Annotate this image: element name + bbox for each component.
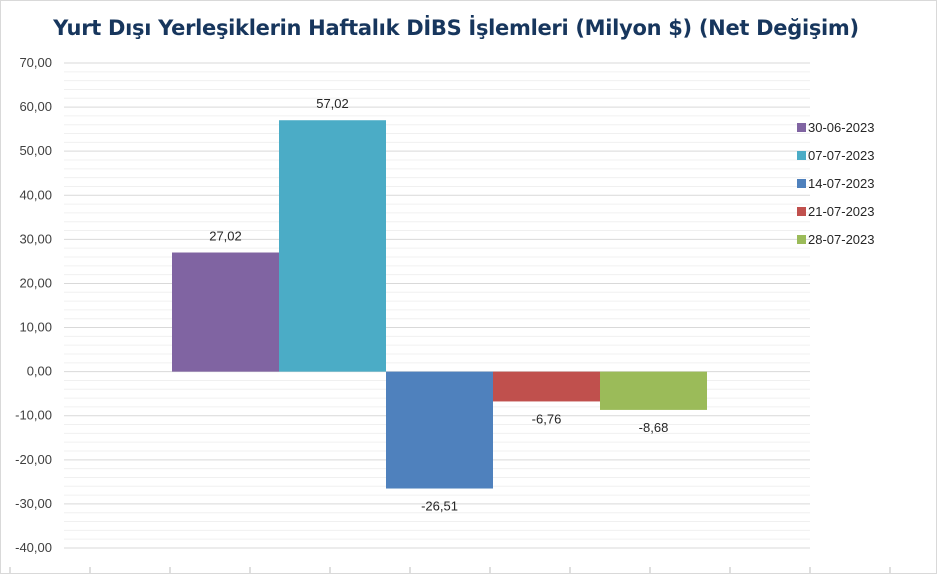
legend-swatch: [797, 207, 806, 216]
legend-label: 21-07-2023: [808, 204, 875, 219]
legend-swatch: [797, 235, 806, 244]
y-tick-label: 70,00: [19, 55, 52, 70]
y-tick-label: 50,00: [19, 143, 52, 158]
legend-label: 30-06-2023: [808, 120, 875, 135]
bar-28-07-2023: [600, 371, 707, 410]
legend-swatch: [797, 123, 806, 132]
bar-21-07-2023: [493, 371, 600, 402]
legend-label: 14-07-2023: [808, 176, 875, 191]
data-label: 57,02: [316, 96, 349, 111]
data-label: -6,76: [532, 411, 562, 426]
y-tick-label: 20,00: [19, 275, 52, 290]
bar-30-06-2023: [172, 252, 279, 372]
y-tick-label: -20,00: [15, 452, 52, 467]
y-tick-label: 10,00: [19, 320, 52, 335]
y-tick-label: -10,00: [15, 408, 52, 423]
y-tick-label: 40,00: [19, 187, 52, 202]
data-label: -26,51: [421, 499, 458, 514]
legend-label: 07-07-2023: [808, 148, 875, 163]
bar-07-07-2023: [279, 120, 386, 372]
bar-14-07-2023: [386, 371, 493, 489]
legend-swatch: [797, 179, 806, 188]
legend-label: 28-07-2023: [808, 232, 875, 247]
y-tick-label: 60,00: [19, 99, 52, 114]
legend-swatch: [797, 151, 806, 160]
chart-title: Yurt Dışı Yerleşiklerin Haftalık DİBS İş…: [53, 16, 859, 40]
y-tick-label: 30,00: [19, 231, 52, 246]
data-label: -8,68: [639, 420, 669, 435]
data-label: 27,02: [209, 229, 242, 244]
y-tick-label: -40,00: [15, 540, 52, 555]
y-tick-label: 0,00: [27, 364, 52, 379]
y-tick-label: -30,00: [15, 496, 52, 511]
